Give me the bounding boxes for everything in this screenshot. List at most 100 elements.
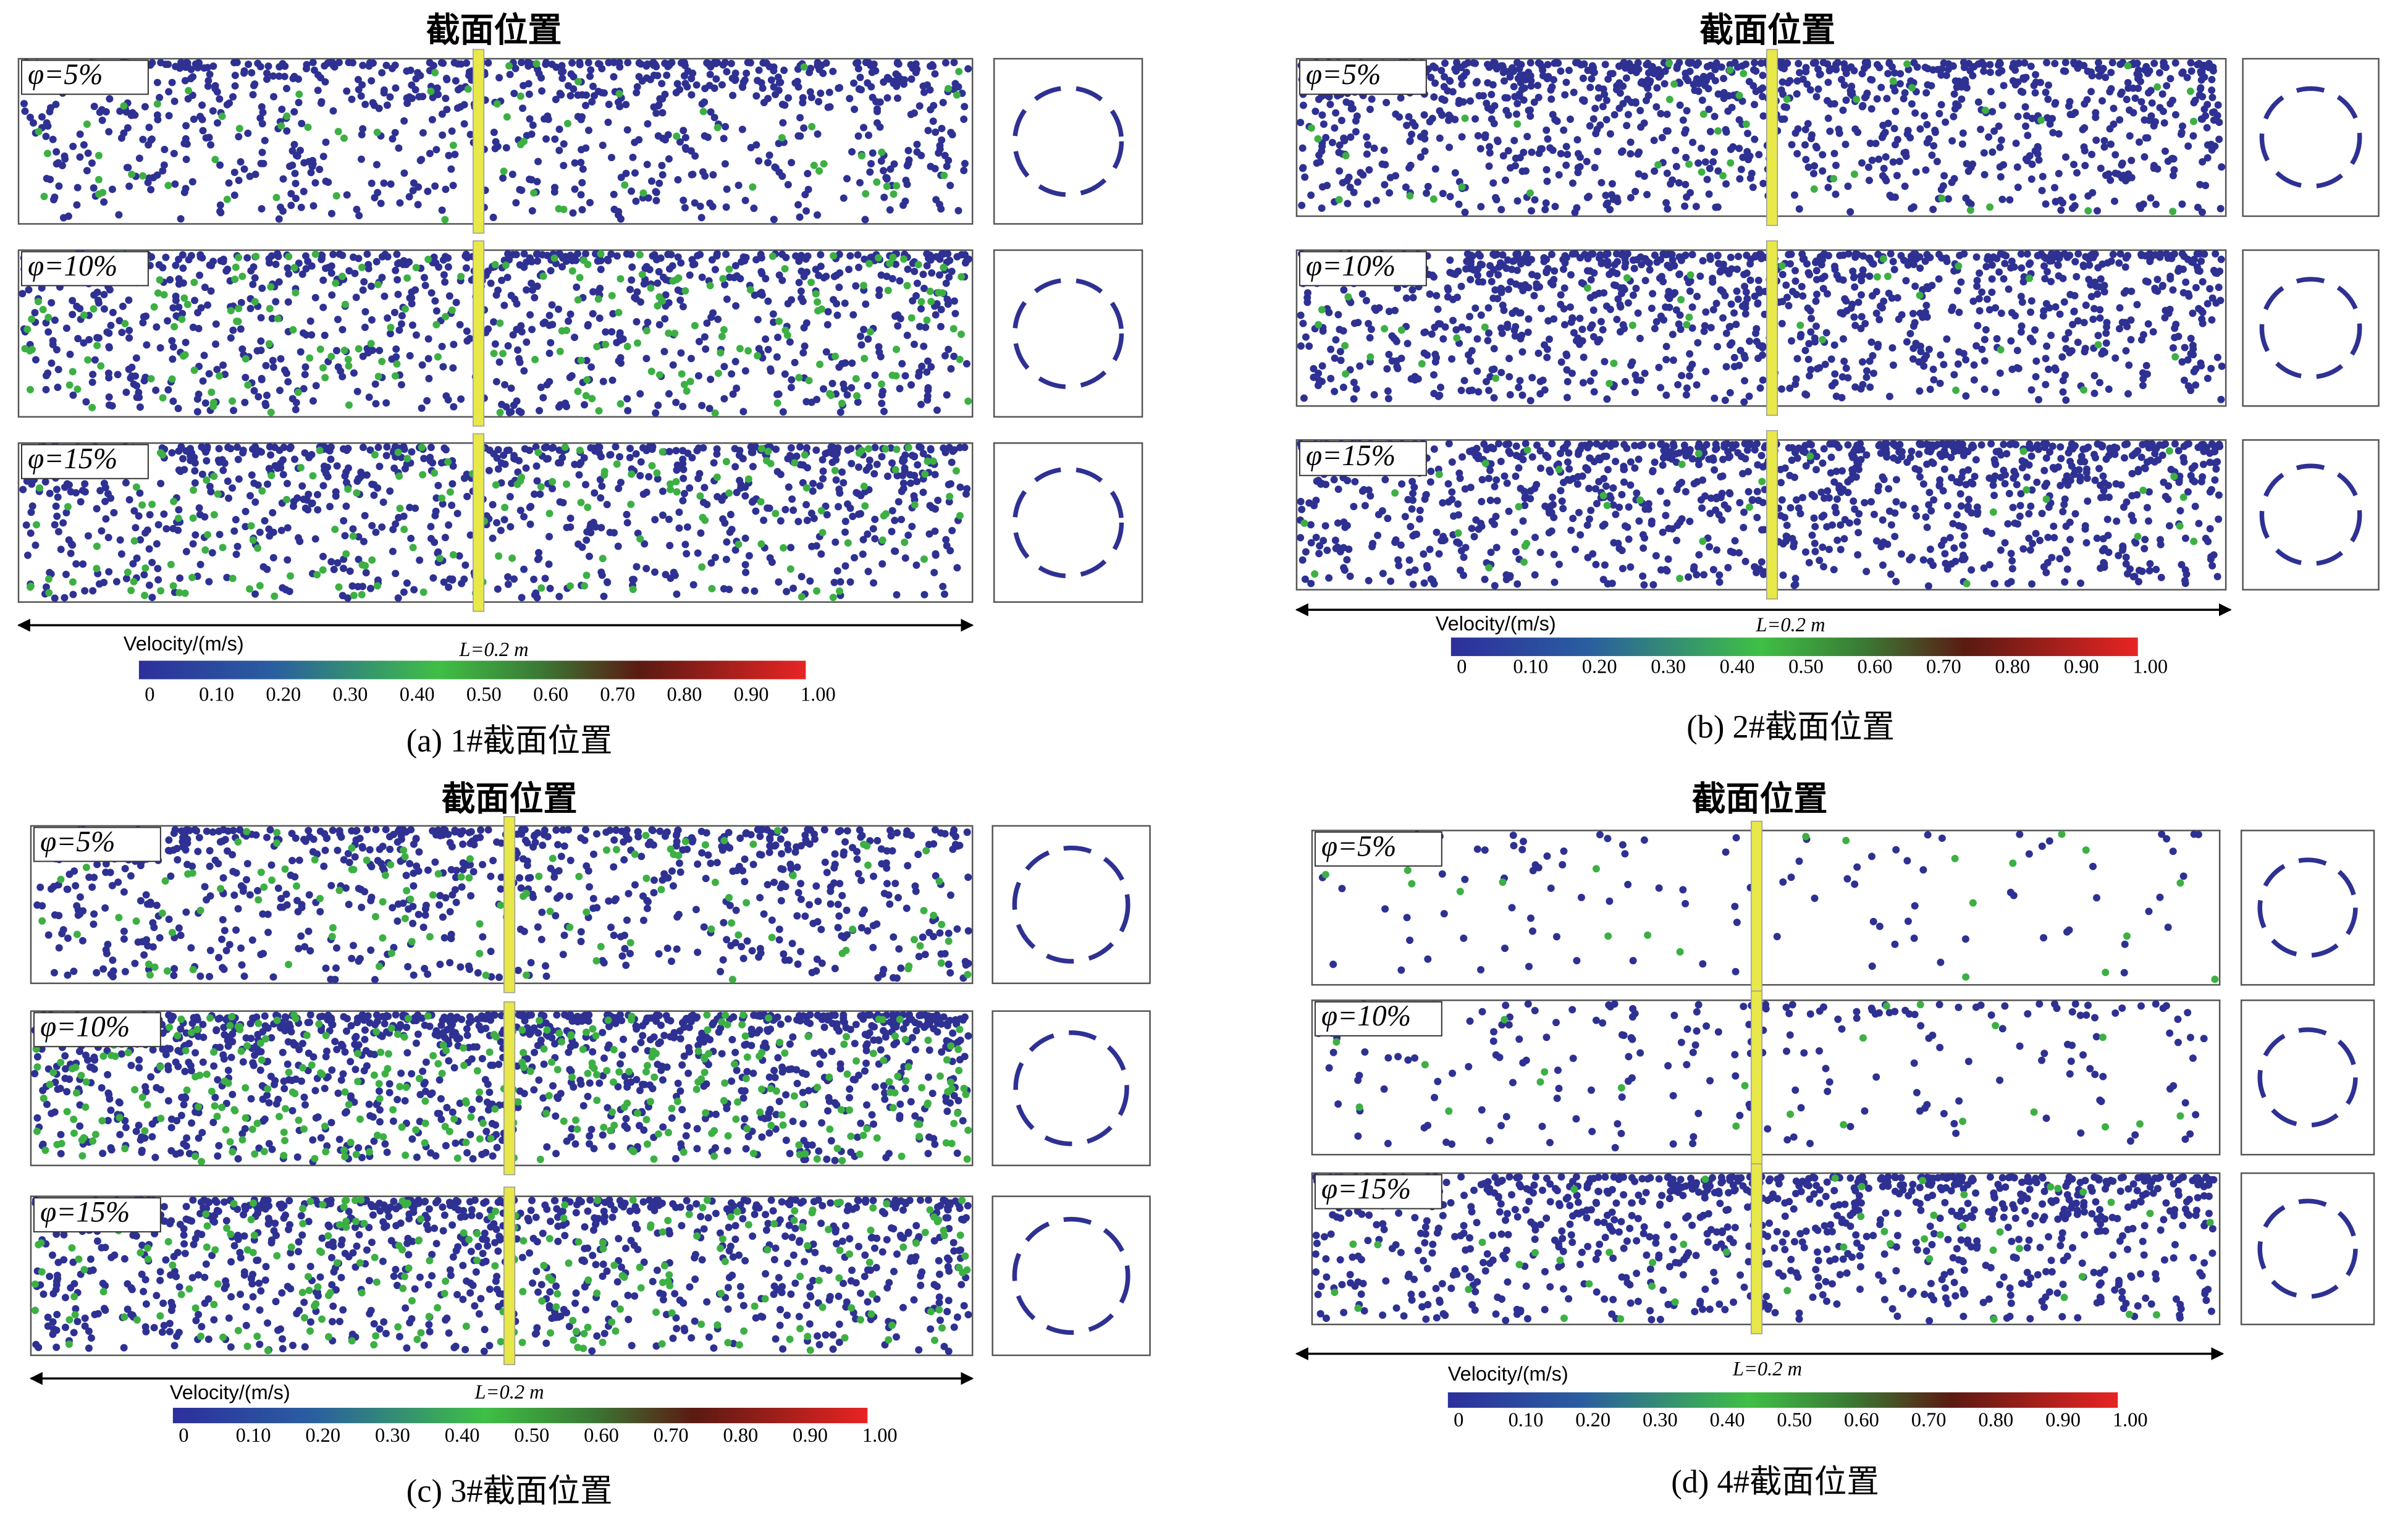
color-bar	[1447, 1392, 2118, 1408]
legend-title: Velocity/(m/s)	[124, 633, 244, 655]
scale-tick: 0.90	[2064, 656, 2099, 678]
strip-frame	[1311, 830, 2221, 986]
caption: (b) 2#截面位置	[1686, 709, 1895, 745]
section-frame	[991, 825, 1151, 985]
label-box	[33, 1197, 161, 1233]
scale-tick: 0.90	[793, 1424, 828, 1447]
scale-tick: 0.50	[1777, 1409, 1812, 1431]
label-box	[1314, 831, 1442, 867]
length-label: L=0.2 m	[1732, 1358, 1802, 1380]
label-box	[1314, 1174, 1442, 1210]
panel-title: 截面位置	[442, 780, 578, 818]
section-frame	[993, 442, 1143, 603]
section-frame	[991, 1010, 1151, 1166]
legend-title: Velocity/(m/s)	[1448, 1363, 1568, 1385]
particles-blue	[31, 1011, 972, 1166]
scale-tick: 0.90	[2045, 1409, 2081, 1431]
particles-blue	[33, 825, 972, 983]
length-label: L=0.2 m	[1755, 614, 1825, 636]
scale-tick: 0.80	[667, 684, 702, 706]
panel-title: 截面位置	[426, 12, 562, 49]
scale-tick: 0	[1457, 656, 1467, 678]
section-marker	[1766, 430, 1779, 600]
scale-tick: 0.30	[1643, 1409, 1678, 1431]
scale-tick: 0.80	[1995, 656, 2030, 678]
scale-tick: 0.50	[1788, 656, 1824, 678]
row-label: φ=5%	[1321, 830, 1397, 862]
length-label: L=0.2 m	[459, 639, 529, 661]
section-marker	[503, 1001, 516, 1176]
color-bar	[172, 1407, 868, 1423]
scale-tick: 0.60	[1858, 656, 1893, 678]
row-label: φ=10%	[40, 1011, 130, 1043]
scale-tick: 1.00	[862, 1424, 898, 1447]
section-ring	[1013, 1030, 1129, 1147]
label-box	[20, 251, 149, 287]
section-ring	[2259, 463, 2362, 566]
particles-blue	[20, 59, 972, 224]
scale-tick: 0	[1454, 1409, 1463, 1431]
section-ring	[1012, 85, 1124, 197]
scale-tick: 0.70	[600, 684, 635, 706]
row-label: φ=5%	[1306, 59, 1381, 91]
section-marker	[503, 816, 516, 993]
section-marker	[473, 240, 485, 427]
particles-blue	[1318, 830, 2202, 977]
section-ring	[2259, 86, 2362, 189]
section-ring	[2257, 1027, 2358, 1128]
label-box	[33, 827, 161, 862]
scale-tick: 0	[145, 684, 154, 706]
particles-blue	[1297, 250, 2226, 406]
scale-tick: 0.20	[1582, 656, 1617, 678]
scale-tick: 0.60	[584, 1424, 619, 1447]
scale-tick: 0.50	[514, 1424, 549, 1447]
caption: (a) 1#截面位置	[406, 723, 613, 759]
caption: (c) 3#截面位置	[406, 1473, 613, 1509]
color-bar	[1450, 637, 2138, 657]
scale-tick: 0.20	[305, 1424, 340, 1447]
row-label: φ=5%	[28, 59, 103, 91]
panel-title: 截面位置	[1699, 12, 1835, 49]
section-ring	[1012, 277, 1124, 389]
label-box	[1299, 251, 1427, 287]
section-frame	[2242, 249, 2380, 407]
particles-blue	[19, 250, 972, 417]
scale-tick: 1.00	[2132, 656, 2168, 678]
section-frame	[993, 249, 1143, 418]
scale-tick: 0.20	[266, 684, 301, 706]
label-box	[1299, 59, 1427, 95]
row-label: φ=10%	[1306, 250, 1396, 282]
scale-tick: 0.30	[333, 684, 368, 706]
scale-tick: 0.10	[1509, 1409, 1544, 1431]
section-marker	[473, 49, 485, 234]
color-bar	[138, 660, 806, 680]
row-label: φ=5%	[40, 826, 116, 858]
section-marker	[1766, 240, 1779, 416]
scale-tick: 0.10	[236, 1424, 271, 1447]
section-marker	[503, 1186, 516, 1365]
legend-title: Velocity/(m/s)	[1436, 613, 1556, 635]
particles-blue	[1311, 1173, 2218, 1325]
scale-tick: 0.80	[723, 1424, 758, 1447]
section-marker	[1751, 1163, 1763, 1334]
scale-tick: 0.50	[466, 684, 502, 706]
section-marker	[473, 433, 485, 612]
section-marker	[1766, 49, 1779, 226]
scale-tick: 0.40	[1710, 1409, 1745, 1431]
particles-green	[1315, 255, 2179, 394]
label-box	[20, 444, 149, 479]
scale-tick: 0.20	[1575, 1409, 1610, 1431]
scale-tick: 0.40	[1720, 656, 1755, 678]
scale-tick: 0.80	[1978, 1409, 2013, 1431]
section-frame	[2240, 1172, 2375, 1326]
scale-tick: 0.60	[533, 684, 568, 706]
scale-tick: 0.40	[445, 1424, 480, 1447]
section-ring	[2259, 277, 2362, 380]
scale-tick: 1.00	[2113, 1409, 2148, 1431]
scale-tick: 0.70	[1911, 1409, 1947, 1431]
section-frame	[2240, 999, 2375, 1156]
section-frame	[2242, 57, 2380, 217]
particles-blue	[32, 1196, 972, 1355]
